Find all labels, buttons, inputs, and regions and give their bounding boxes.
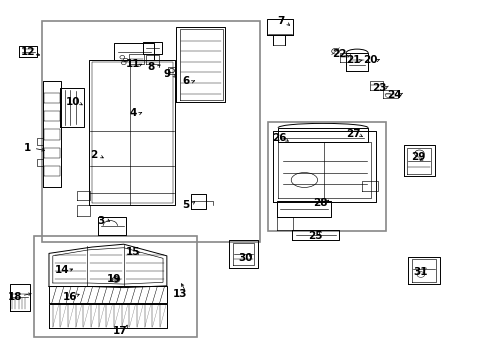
Text: 17: 17 [112, 326, 127, 336]
Text: 9: 9 [163, 69, 170, 79]
Text: 12: 12 [20, 47, 35, 57]
Text: 29: 29 [410, 152, 424, 162]
Text: 8: 8 [147, 62, 154, 72]
Text: 19: 19 [107, 274, 121, 284]
Text: 22: 22 [331, 49, 346, 59]
Text: 4: 4 [129, 108, 137, 118]
Text: 5: 5 [182, 200, 189, 210]
Text: 13: 13 [172, 289, 187, 298]
Text: 31: 31 [413, 267, 427, 277]
Bar [34, 237, 196, 337]
Text: 23: 23 [372, 82, 386, 93]
Text: 2: 2 [90, 150, 97, 160]
Text: 24: 24 [386, 90, 401, 100]
Text: 21: 21 [346, 55, 360, 65]
Text: 27: 27 [346, 129, 360, 139]
Text: 15: 15 [126, 247, 140, 257]
Text: 10: 10 [65, 98, 80, 107]
Text: 11: 11 [126, 59, 140, 69]
Text: 1: 1 [24, 143, 31, 153]
Text: 20: 20 [362, 55, 377, 65]
Text: 30: 30 [238, 253, 252, 262]
Text: 28: 28 [312, 198, 327, 208]
Text: 16: 16 [62, 292, 77, 302]
Text: 6: 6 [182, 76, 189, 86]
Text: 3: 3 [97, 216, 104, 226]
Text: 18: 18 [8, 292, 22, 302]
Text: 25: 25 [307, 231, 322, 241]
Bar [267, 122, 386, 231]
Text: 7: 7 [276, 16, 284, 26]
Text: 26: 26 [271, 133, 285, 143]
Bar [42, 21, 260, 242]
Text: 14: 14 [55, 265, 70, 275]
